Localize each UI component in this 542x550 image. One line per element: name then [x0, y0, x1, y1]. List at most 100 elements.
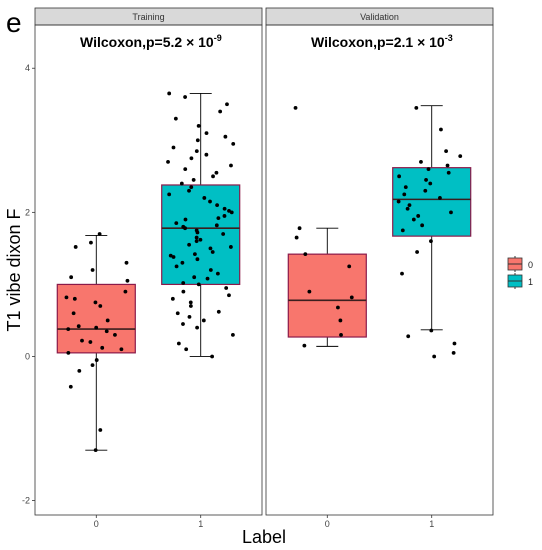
data-point: [336, 305, 340, 310]
panel-border: [34, 24, 263, 516]
wilcoxon-annotation: Wilcoxon,p=5.2 × 10-9: [80, 33, 222, 50]
facet-validation: Validation Wilcoxon,p=2.1 × 10-3 0 1: [265, 7, 494, 529]
data-point: [423, 188, 428, 193]
data-point: [173, 116, 178, 121]
facet-training: Training Wilcoxon,p=5.2 × 10-9 0 1: [34, 7, 263, 529]
data-point: [400, 228, 405, 233]
data-point: [414, 105, 419, 110]
box-1: [161, 91, 241, 359]
data-point: [88, 340, 93, 344]
data-point: [196, 123, 201, 128]
data-point: [445, 163, 450, 168]
data-point: [170, 296, 175, 301]
box-body: [161, 184, 241, 286]
data-point: [64, 295, 69, 300]
data-point: [89, 240, 93, 245]
x-axis-title: Label: [242, 527, 286, 547]
data-point: [189, 185, 194, 190]
data-point: [124, 260, 129, 265]
data-point: [194, 149, 199, 154]
data-point: [222, 214, 227, 218]
data-point: [396, 199, 401, 204]
data-point: [428, 181, 433, 186]
data-point: [181, 224, 186, 229]
data-point: [297, 226, 302, 231]
data-point: [191, 178, 196, 182]
data-point: [194, 235, 199, 240]
data-point: [227, 293, 231, 298]
data-point: [80, 338, 84, 343]
wilcoxon-exponent: -3: [445, 33, 453, 43]
box-0: [287, 105, 367, 348]
wilcoxon-exponent: -9: [214, 33, 222, 43]
data-point: [293, 105, 298, 110]
data-point: [458, 154, 463, 159]
data-point: [76, 324, 81, 329]
data-point: [166, 160, 170, 164]
y-tick-label: -2: [22, 496, 30, 506]
legend: 01: [507, 256, 533, 289]
data-point: [195, 257, 200, 262]
box-1: [392, 105, 472, 359]
data-point: [407, 203, 412, 208]
data-point: [432, 354, 437, 359]
data-point: [123, 289, 128, 294]
legend-label: 1: [528, 277, 533, 287]
data-point: [216, 309, 221, 314]
data-point: [180, 260, 185, 265]
data-point: [227, 209, 231, 213]
data-point: [66, 350, 71, 355]
data-point: [228, 245, 233, 249]
box-body: [287, 253, 367, 338]
box-body: [392, 167, 472, 237]
data-point: [188, 300, 193, 305]
data-point: [303, 252, 308, 257]
box-body: [56, 283, 136, 354]
data-point: [339, 332, 343, 337]
data-point: [167, 192, 172, 197]
data-point: [100, 345, 105, 350]
data-point: [208, 268, 213, 272]
data-point: [66, 327, 71, 331]
data-point: [192, 252, 197, 257]
data-point: [183, 95, 187, 99]
data-point: [415, 250, 419, 254]
data-point: [168, 253, 173, 258]
data-point: [72, 296, 77, 301]
data-point: [429, 239, 433, 244]
data-point: [231, 141, 236, 146]
data-point: [294, 235, 299, 240]
data-point: [105, 318, 110, 323]
legend-label: 0: [528, 260, 533, 270]
data-point: [444, 149, 448, 154]
x-tick-label: 1: [198, 519, 203, 529]
data-point: [446, 170, 451, 175]
y-tick-label: 0: [25, 351, 30, 361]
data-point: [167, 91, 172, 96]
data-point: [438, 196, 442, 200]
data-point: [73, 245, 78, 249]
data-point: [174, 221, 179, 226]
data-point: [171, 145, 176, 150]
facet-strip-label: Training: [132, 12, 164, 22]
y-tick-label: 2: [25, 207, 30, 217]
data-point: [176, 341, 181, 346]
data-point: [449, 210, 453, 215]
y-tick-label: 4: [25, 63, 30, 73]
data-point: [439, 127, 443, 132]
data-point: [426, 167, 431, 172]
x-tick-label: 0: [325, 519, 330, 529]
x-tick-label: 1: [429, 519, 434, 529]
data-point: [113, 332, 117, 337]
data-point: [218, 109, 223, 114]
data-point: [208, 199, 212, 204]
data-point: [90, 268, 95, 272]
data-point: [187, 314, 192, 319]
data-point: [216, 216, 221, 221]
data-point: [215, 203, 220, 208]
data-point: [125, 278, 130, 283]
data-point: [400, 271, 404, 276]
data-point: [175, 311, 180, 316]
data-point: [198, 237, 203, 242]
data-point: [94, 358, 99, 362]
